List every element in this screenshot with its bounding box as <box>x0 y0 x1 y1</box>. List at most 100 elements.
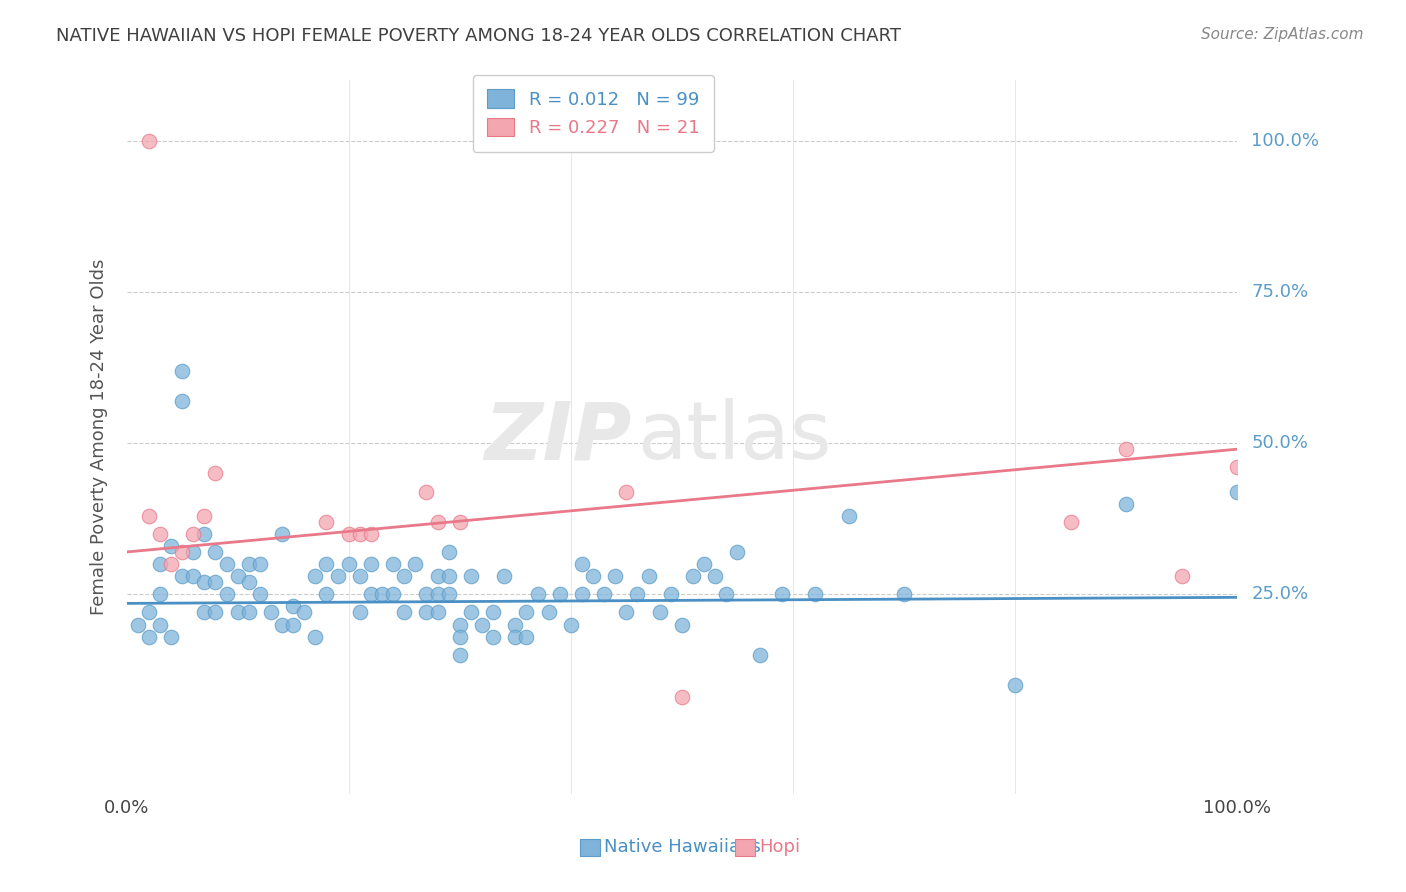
Point <box>637 569 659 583</box>
Point <box>304 569 326 583</box>
Point <box>482 630 505 644</box>
Point <box>382 557 405 571</box>
Point <box>460 569 482 583</box>
Text: NATIVE HAWAIIAN VS HOPI FEMALE POVERTY AMONG 18-24 YEAR OLDS CORRELATION CHART: NATIVE HAWAIIAN VS HOPI FEMALE POVERTY A… <box>56 27 901 45</box>
Point <box>394 569 416 583</box>
Text: 25.0%: 25.0% <box>1251 585 1309 603</box>
Point <box>449 617 471 632</box>
Point <box>449 630 471 644</box>
Point <box>238 606 260 620</box>
Text: Native Hawaiians: Native Hawaiians <box>605 838 761 856</box>
Text: 50.0%: 50.0% <box>1251 434 1308 452</box>
Point <box>426 587 449 601</box>
Point <box>693 557 716 571</box>
Point <box>626 587 648 601</box>
Point <box>482 606 505 620</box>
Point <box>716 587 738 601</box>
Point <box>249 557 271 571</box>
Point <box>748 648 770 662</box>
Point <box>415 606 437 620</box>
Point <box>1115 442 1137 457</box>
Point <box>204 467 226 481</box>
Point <box>503 630 526 644</box>
Text: 100.0%: 100.0% <box>1251 132 1319 150</box>
Point <box>437 587 460 601</box>
Point <box>515 606 537 620</box>
Point <box>449 648 471 662</box>
Point <box>193 606 215 620</box>
Point <box>426 569 449 583</box>
Point <box>460 606 482 620</box>
Point <box>149 557 172 571</box>
Point <box>292 606 315 620</box>
Point <box>249 587 271 601</box>
Point <box>204 606 226 620</box>
Point <box>671 690 693 705</box>
Point <box>349 526 371 541</box>
Text: ZIP: ZIP <box>485 398 631 476</box>
Point <box>426 606 449 620</box>
Point <box>337 557 360 571</box>
Text: atlas: atlas <box>637 398 832 476</box>
Point <box>616 606 638 620</box>
Point <box>181 569 204 583</box>
Point <box>349 569 371 583</box>
Point <box>494 569 516 583</box>
Point <box>704 569 727 583</box>
Point <box>215 557 238 571</box>
Point <box>605 569 627 583</box>
Point <box>503 617 526 632</box>
Point <box>382 587 405 601</box>
Point <box>172 545 194 559</box>
Point <box>616 484 638 499</box>
Point <box>172 363 194 377</box>
Point <box>160 630 183 644</box>
Point <box>281 617 304 632</box>
Text: Hopi: Hopi <box>759 838 801 856</box>
Point <box>181 526 204 541</box>
Point <box>160 557 183 571</box>
Point <box>149 617 172 632</box>
Point <box>271 526 294 541</box>
Point <box>204 545 226 559</box>
Point <box>172 393 194 408</box>
Point <box>449 515 471 529</box>
Point <box>838 508 860 523</box>
Point <box>193 508 215 523</box>
Point <box>226 606 249 620</box>
Point <box>337 526 360 541</box>
Point <box>360 587 382 601</box>
Point <box>271 617 294 632</box>
Point <box>172 569 194 583</box>
Point <box>149 587 172 601</box>
Point <box>1226 484 1249 499</box>
Point <box>181 545 204 559</box>
Point <box>315 557 337 571</box>
Point <box>315 587 337 601</box>
Text: Source: ZipAtlas.com: Source: ZipAtlas.com <box>1201 27 1364 42</box>
Y-axis label: Female Poverty Among 18-24 Year Olds: Female Poverty Among 18-24 Year Olds <box>90 259 108 615</box>
Point <box>394 606 416 620</box>
Point <box>215 587 238 601</box>
Point <box>1170 569 1192 583</box>
Point <box>360 557 382 571</box>
Point <box>437 545 460 559</box>
Point <box>804 587 827 601</box>
Point <box>281 599 304 614</box>
Point <box>193 575 215 590</box>
Point <box>648 606 671 620</box>
FancyBboxPatch shape <box>735 838 755 856</box>
Point <box>1115 497 1137 511</box>
Point <box>727 545 749 559</box>
Point <box>526 587 548 601</box>
Point <box>548 587 571 601</box>
Point <box>349 606 371 620</box>
Point <box>1004 678 1026 692</box>
Point <box>371 587 394 601</box>
Point <box>571 587 593 601</box>
Point <box>149 526 172 541</box>
Point <box>560 617 582 632</box>
Point <box>193 526 215 541</box>
Point <box>138 606 160 620</box>
Legend: R = 0.012   N = 99, R = 0.227   N = 21: R = 0.012 N = 99, R = 0.227 N = 21 <box>472 75 714 152</box>
